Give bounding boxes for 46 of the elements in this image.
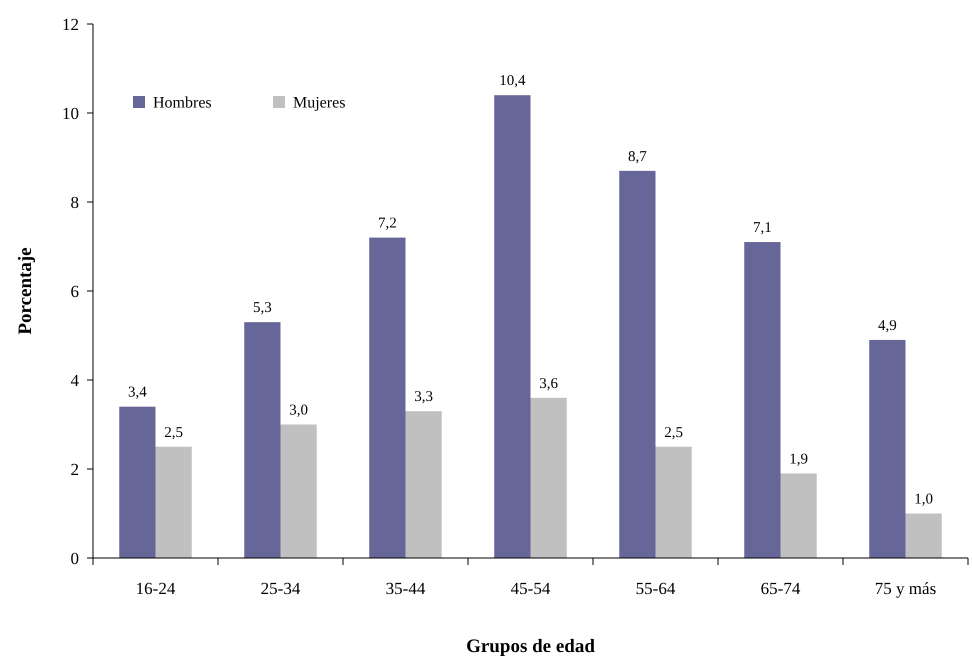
x-tick-label: 75 y más: [874, 579, 936, 598]
y-tick-label: 6: [70, 282, 79, 301]
data-label: 10,4: [499, 73, 526, 90]
data-label: 4,9: [878, 318, 897, 334]
x-axis-title: Grupos de edad: [466, 636, 596, 657]
bar: [494, 95, 530, 558]
data-label: 3,4: [128, 384, 148, 401]
bar: [906, 514, 942, 558]
bar: [869, 340, 906, 558]
bar: [406, 411, 442, 558]
data-label: 8,7: [628, 148, 648, 165]
bar: [619, 170, 656, 558]
x-tick-label: 45-54: [510, 579, 551, 598]
x-tick-label: 35-44: [386, 579, 426, 598]
bar: [244, 322, 280, 558]
x-tick-label: 55-64: [636, 579, 676, 598]
data-label: 2,5: [164, 424, 183, 441]
x-tick-label: 25-34: [260, 579, 301, 598]
data-label: 7,2: [378, 216, 397, 232]
x-tick-label: 65-74: [760, 579, 801, 598]
data-label: 3,0: [289, 402, 308, 418]
y-tick-label: 8: [70, 192, 79, 212]
y-tick-label: 2: [70, 460, 79, 479]
y-axis-title: Porcentaje: [15, 247, 36, 335]
x-tick-label: 16-24: [136, 579, 176, 598]
bar: [156, 446, 192, 558]
bar: [780, 473, 817, 558]
data-label: 1,9: [789, 451, 808, 468]
y-tick-label: 10: [62, 104, 79, 123]
bar: [119, 406, 156, 558]
bar: [656, 446, 692, 558]
bar: [530, 398, 567, 558]
legend-label: Hombres: [153, 94, 212, 112]
data-label: 3,6: [539, 376, 558, 392]
data-label: 3,3: [414, 389, 433, 406]
bar: [280, 424, 317, 558]
legend-label: Mujeres: [293, 94, 346, 112]
data-label: 1,0: [914, 492, 933, 508]
data-label: 7,1: [753, 220, 772, 236]
bar: [369, 238, 406, 558]
y-tick-label: 0: [70, 548, 79, 568]
data-label: 5,3: [253, 300, 272, 316]
y-tick-label: 12: [62, 14, 79, 34]
bar: [744, 242, 780, 558]
data-label: 2,5: [664, 424, 683, 441]
y-tick-label: 4: [70, 370, 80, 390]
